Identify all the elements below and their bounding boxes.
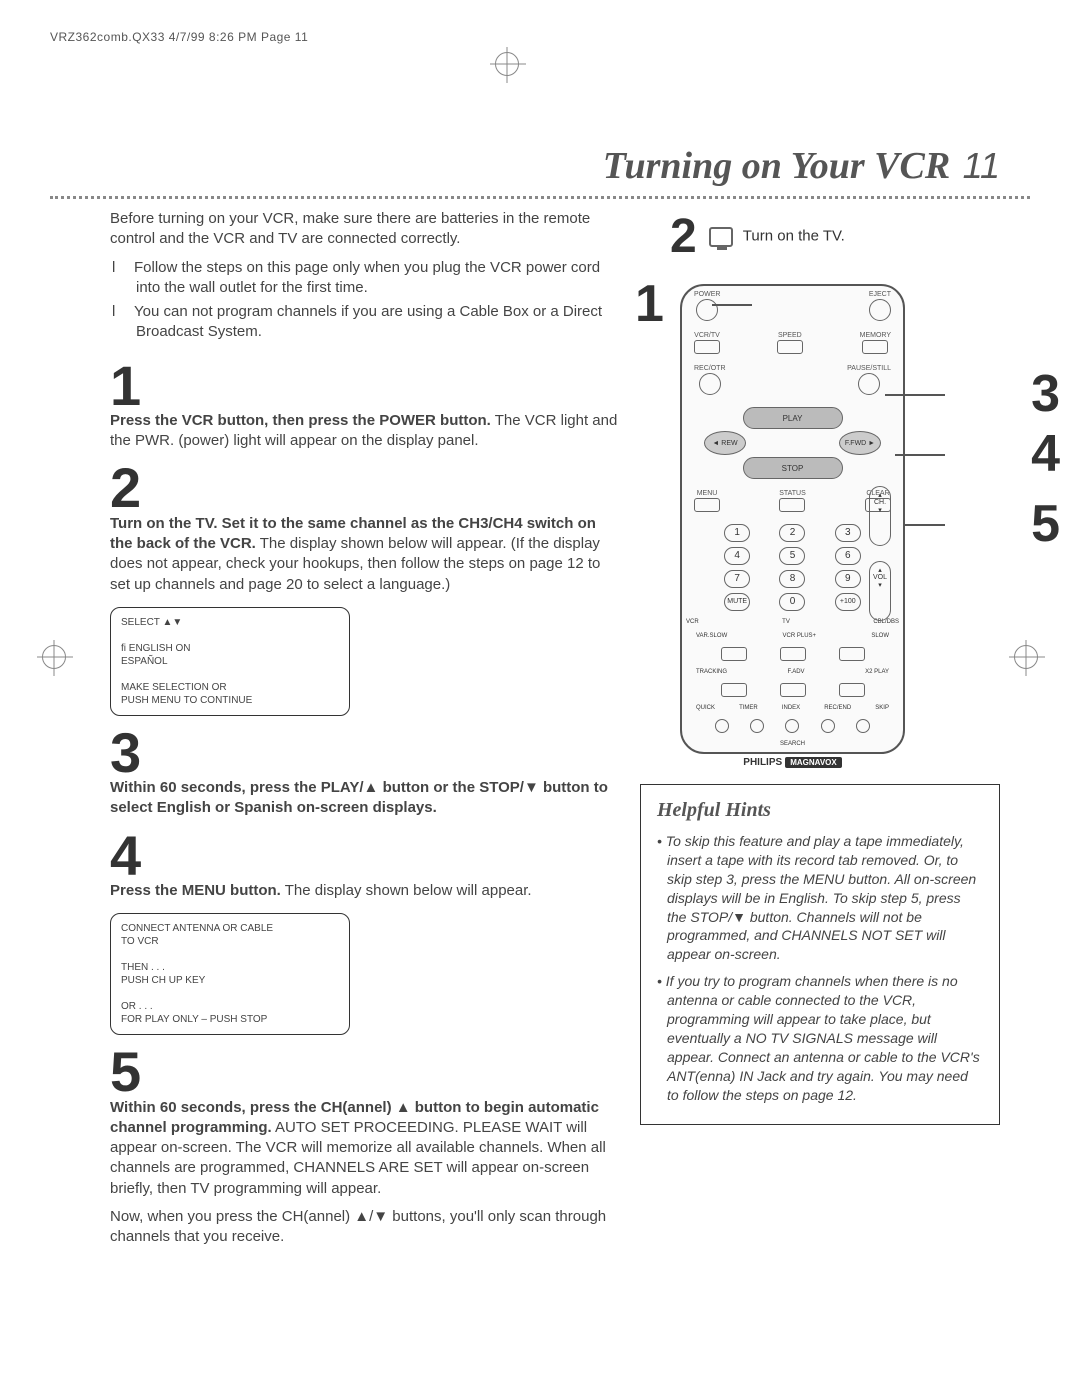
mute-button[interactable]: MUTE bbox=[724, 593, 750, 611]
vcr-screen-display-2: CONNECT ANTENNA OR CABLE TO VCR THEN . .… bbox=[110, 913, 350, 1035]
right-column: 2 Turn on the TV. 1 3 4 5 POWER E bbox=[640, 209, 1000, 1247]
content-columns: Before turning on your VCR, make sure th… bbox=[50, 209, 1030, 1247]
callout-line bbox=[903, 524, 945, 526]
remote-row: REC/OTR PAUSE/STILL bbox=[682, 360, 903, 401]
page-number: 11 bbox=[963, 145, 1000, 186]
play-button[interactable]: PLAY bbox=[743, 407, 843, 429]
registration-mark-icon bbox=[1014, 645, 1038, 669]
registration-mark-icon bbox=[42, 645, 66, 669]
remote-button[interactable] bbox=[821, 719, 835, 733]
pause-button[interactable] bbox=[858, 373, 880, 395]
remote-diagram: 1 3 4 5 POWER EJECT VCR/TV bbox=[640, 284, 1000, 754]
left-column: Before turning on your VCR, make sure th… bbox=[110, 209, 620, 1247]
keypad-button[interactable]: 6 bbox=[835, 547, 861, 565]
remote-row: VCRTVCBL/DBS bbox=[682, 617, 903, 627]
remote-button[interactable] bbox=[721, 647, 747, 661]
callout-1: 1 bbox=[635, 274, 664, 334]
step-number-3: 3 bbox=[110, 728, 620, 778]
vcr-screen-display-1: SELECT ▲▼ fi ENGLISH ON ESPAÑOL MAKE SEL… bbox=[110, 607, 350, 716]
remote-button[interactable] bbox=[721, 683, 747, 697]
page-title-row: Turning on Your VCR 11 bbox=[50, 144, 1030, 188]
step-5-text-2: Now, when you press the CH(annel) ▲/▼ bu… bbox=[110, 1207, 620, 1248]
ffwd-button[interactable]: F.FWD ► bbox=[839, 431, 881, 455]
rew-button[interactable]: ◄ REW bbox=[704, 431, 746, 455]
status-button[interactable] bbox=[779, 498, 805, 512]
vcr-tv-button[interactable] bbox=[694, 340, 720, 354]
vol-rocker[interactable]: ▴VOL▾ bbox=[869, 561, 891, 621]
step-2-text: Turn on the TV. Set it to the same chann… bbox=[110, 514, 620, 595]
bullet-item: lYou can not program channels if you are… bbox=[124, 302, 620, 343]
step-number-2: 2 bbox=[110, 463, 620, 513]
callout-3: 3 bbox=[1031, 364, 1060, 424]
keypad-button[interactable]: 5 bbox=[779, 547, 805, 565]
keypad-button[interactable]: 3 bbox=[835, 524, 861, 542]
keypad-button[interactable]: 0 bbox=[779, 593, 805, 611]
remote-control: POWER EJECT VCR/TV SPEED MEMORY REC/OTR … bbox=[680, 284, 905, 754]
callout-line bbox=[712, 304, 752, 306]
power-button[interactable] bbox=[696, 299, 718, 321]
remote-button[interactable] bbox=[750, 719, 764, 733]
remote-button[interactable] bbox=[780, 683, 806, 697]
page-title: Turning on Your VCR bbox=[603, 145, 950, 187]
callout-line bbox=[895, 454, 945, 456]
callout-line bbox=[885, 394, 945, 396]
callout-4: 4 bbox=[1031, 424, 1060, 484]
memory-button[interactable] bbox=[862, 340, 888, 354]
step-3-text: Within 60 seconds, press the PLAY/▲ butt… bbox=[110, 778, 620, 819]
remote-button[interactable] bbox=[839, 647, 865, 661]
remote-row: VCR/TV SPEED MEMORY bbox=[682, 327, 903, 360]
callout-5: 5 bbox=[1031, 494, 1060, 554]
step-5-text: Within 60 seconds, press the CH(annel) ▲… bbox=[110, 1098, 620, 1199]
hint-item: To skip this feature and play a tape imm… bbox=[657, 832, 983, 964]
hints-title: Helpful Hints bbox=[657, 797, 983, 824]
remote-button[interactable] bbox=[715, 719, 729, 733]
rec-button[interactable] bbox=[699, 373, 721, 395]
speed-button[interactable] bbox=[777, 340, 803, 354]
remote-brand: PHILIPSMAGNAVOX bbox=[692, 757, 893, 768]
remote-button[interactable] bbox=[839, 683, 865, 697]
step-number-4: 4 bbox=[110, 831, 620, 881]
right-step-2: 2 Turn on the TV. bbox=[670, 209, 1000, 264]
eject-button[interactable] bbox=[869, 299, 891, 321]
dotted-divider bbox=[50, 196, 1030, 199]
remote-button[interactable] bbox=[785, 719, 799, 733]
keypad-button[interactable]: 9 bbox=[835, 570, 861, 588]
plus100-button[interactable]: +100 bbox=[835, 593, 861, 611]
remote-button[interactable] bbox=[780, 647, 806, 661]
bullet-list: lFollow the steps on this page only when… bbox=[124, 258, 620, 343]
helpful-hints-box: Helpful Hints To skip this feature and p… bbox=[640, 784, 1000, 1125]
tv-icon bbox=[709, 227, 733, 247]
manual-page: VRZ362comb.QX33 4/7/99 8:26 PM Page 11 T… bbox=[50, 30, 1030, 1367]
menu-button[interactable] bbox=[694, 498, 720, 512]
bullet-item: lFollow the steps on this page only when… bbox=[124, 258, 620, 299]
doc-header-info: VRZ362comb.QX33 4/7/99 8:26 PM Page 11 bbox=[50, 30, 1030, 44]
step-4-text: Press the MENU button. The display shown… bbox=[110, 881, 620, 901]
step-number-1: 1 bbox=[110, 361, 620, 411]
remote-bottom: VAR.SLOWVCR PLUS+SLOW TRACKINGF.ADVX2 PL… bbox=[682, 627, 903, 772]
keypad-button[interactable]: 7 bbox=[724, 570, 750, 588]
keypad-button[interactable]: 8 bbox=[779, 570, 805, 588]
remote-row: POWER EJECT bbox=[682, 286, 903, 327]
play-controls: PLAY ◄ REW F.FWD ► STOP bbox=[682, 401, 903, 485]
keypad-button[interactable]: 2 bbox=[779, 524, 805, 542]
step-number-5: 5 bbox=[110, 1047, 620, 1097]
hint-item: If you try to program channels when ther… bbox=[657, 972, 983, 1104]
keypad-button[interactable]: 1 bbox=[724, 524, 750, 542]
remote-button[interactable] bbox=[856, 719, 870, 733]
keypad-button[interactable]: 4 bbox=[724, 547, 750, 565]
stop-button[interactable]: STOP bbox=[743, 457, 843, 479]
intro-text: Before turning on your VCR, make sure th… bbox=[110, 209, 620, 250]
registration-mark-icon bbox=[495, 52, 519, 76]
step-1-text: Press the VCR button, then press the POW… bbox=[110, 411, 620, 452]
ch-rocker[interactable]: ▴CH.▾ bbox=[869, 486, 891, 546]
